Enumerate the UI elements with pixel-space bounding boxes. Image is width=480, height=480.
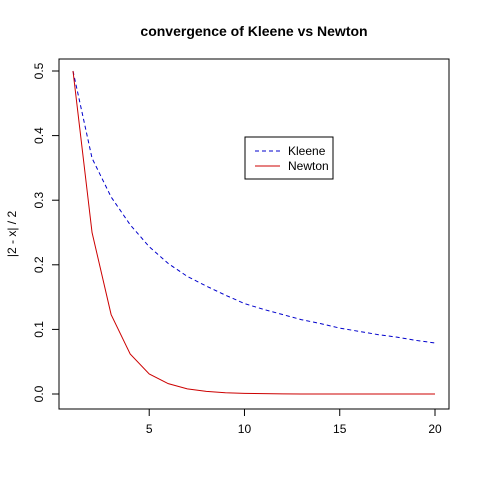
y-tick-label: 0.0 bbox=[32, 385, 46, 402]
legend-label-newton: Newton bbox=[288, 159, 329, 173]
y-tick-label: 0.5 bbox=[32, 62, 46, 79]
y-axis: 0.0 0.1 0.2 0.3 0.4 0.5 bbox=[32, 62, 60, 402]
y-tick-label: 0.4 bbox=[32, 127, 46, 144]
x-tick-label: 15 bbox=[333, 422, 347, 436]
x-tick-label: 20 bbox=[428, 422, 442, 436]
y-tick-label: 0.2 bbox=[32, 256, 46, 273]
series-line-kleene bbox=[72, 70, 436, 344]
y-tick-label: 0.3 bbox=[32, 192, 46, 209]
y-axis-title: |2 - x| / 2 bbox=[5, 211, 19, 258]
x-tick-label: 10 bbox=[238, 422, 252, 436]
series-line-newton bbox=[72, 70, 435, 395]
chart-title: convergence of Kleene vs Newton bbox=[140, 23, 367, 39]
y-tick-label: 0.1 bbox=[32, 321, 46, 338]
x-axis: 5 10 15 20 bbox=[146, 408, 442, 436]
series-layer bbox=[72, 70, 436, 395]
legend-box bbox=[244, 136, 334, 180]
plot-frame bbox=[58, 58, 450, 410]
legend-label-kleene: Kleene bbox=[288, 144, 326, 158]
x-tick-label: 5 bbox=[146, 422, 153, 436]
